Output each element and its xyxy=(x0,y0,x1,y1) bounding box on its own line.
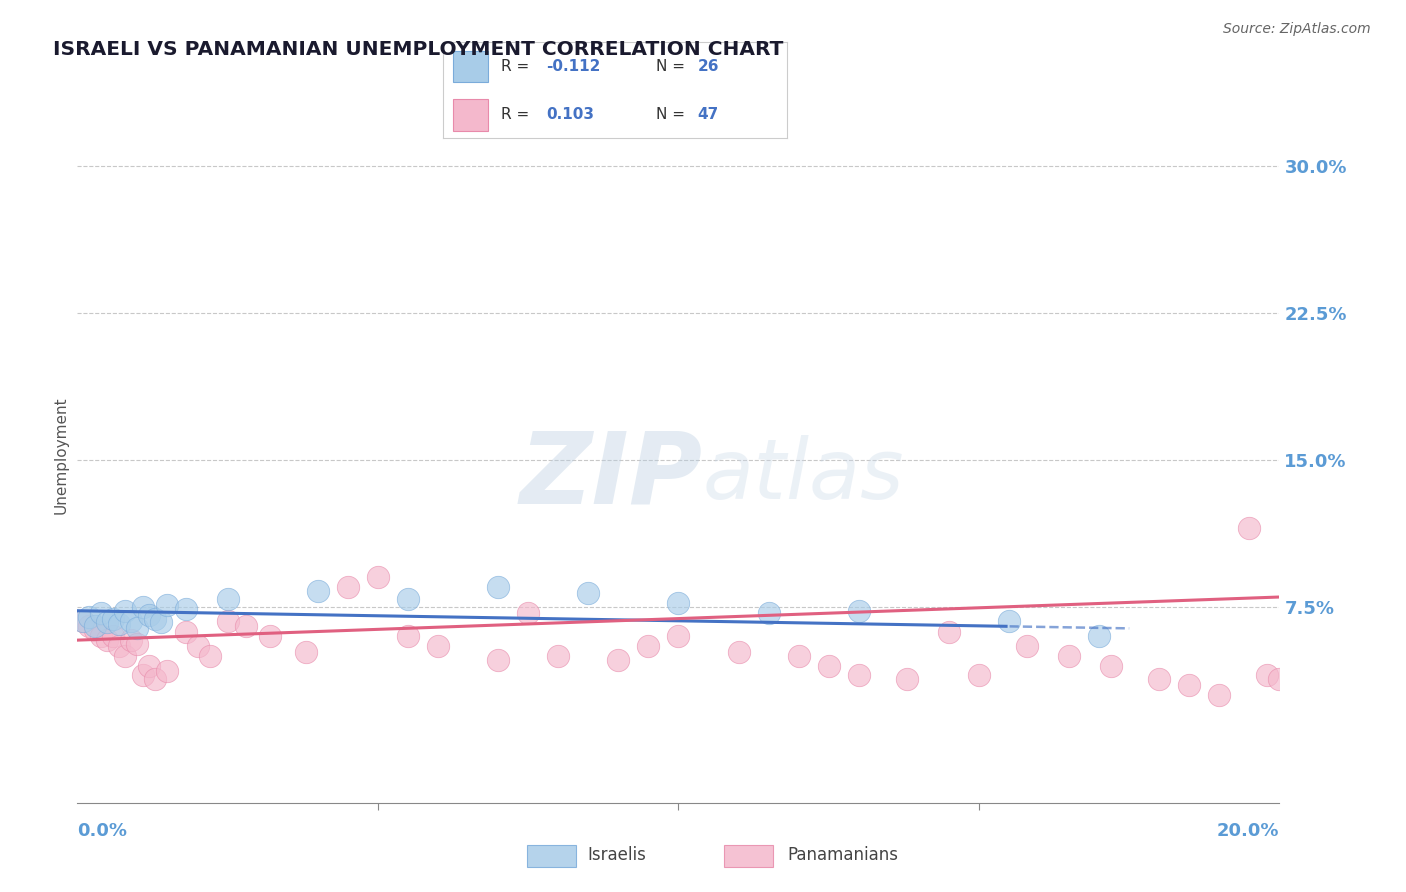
FancyBboxPatch shape xyxy=(453,99,488,130)
Point xyxy=(103,629,125,643)
Y-axis label: Unemployment: Unemployment xyxy=(53,396,69,514)
Point xyxy=(367,570,389,584)
Text: R =: R = xyxy=(502,107,534,121)
Text: 0.103: 0.103 xyxy=(546,107,595,121)
Point xyxy=(127,637,149,651)
Point xyxy=(114,604,136,618)
Point xyxy=(336,580,359,594)
Point xyxy=(668,629,690,643)
Point xyxy=(150,615,173,630)
Text: 26: 26 xyxy=(697,59,720,73)
Point xyxy=(174,601,197,615)
Text: 0.0%: 0.0% xyxy=(77,822,128,840)
Point xyxy=(120,633,142,648)
Point xyxy=(758,606,780,620)
Point xyxy=(576,586,599,600)
Point xyxy=(79,619,101,633)
Point xyxy=(896,673,918,687)
Point xyxy=(138,607,160,622)
Point xyxy=(1057,648,1080,663)
Text: 47: 47 xyxy=(697,107,718,121)
Point xyxy=(817,658,839,673)
Point xyxy=(198,648,221,663)
Point xyxy=(156,665,179,679)
Text: R =: R = xyxy=(502,59,534,73)
Point xyxy=(132,599,155,614)
Point xyxy=(138,658,160,673)
Text: -0.112: -0.112 xyxy=(546,59,600,73)
Text: ZIP: ZIP xyxy=(519,427,703,524)
Point xyxy=(294,645,316,659)
Point xyxy=(517,606,540,620)
Point xyxy=(84,619,107,633)
Point xyxy=(1149,673,1171,687)
Text: ISRAELI VS PANAMANIAN UNEMPLOYMENT CORRELATION CHART: ISRAELI VS PANAMANIAN UNEMPLOYMENT CORRE… xyxy=(53,40,783,59)
Point xyxy=(607,653,630,667)
FancyBboxPatch shape xyxy=(453,51,488,82)
Point xyxy=(145,673,167,687)
Point xyxy=(79,609,101,624)
Point xyxy=(727,645,749,659)
Text: 20.0%: 20.0% xyxy=(1218,822,1279,840)
Point xyxy=(1088,629,1111,643)
Point xyxy=(96,633,118,648)
Point xyxy=(108,617,131,632)
Point xyxy=(1178,678,1201,692)
Point xyxy=(103,611,125,625)
Text: Panamanians: Panamanians xyxy=(787,846,898,863)
Text: atlas: atlas xyxy=(703,435,904,516)
Point xyxy=(668,596,690,610)
Point xyxy=(1208,688,1230,702)
Text: N =: N = xyxy=(657,107,690,121)
Point xyxy=(132,668,155,682)
Point xyxy=(217,591,239,606)
Point xyxy=(145,611,167,625)
Point xyxy=(848,604,870,618)
Point xyxy=(90,606,112,620)
Point xyxy=(217,614,239,628)
Text: Source: ZipAtlas.com: Source: ZipAtlas.com xyxy=(1223,22,1371,37)
Point xyxy=(1268,673,1291,687)
Point xyxy=(396,591,419,606)
Point xyxy=(396,629,419,643)
Point xyxy=(127,621,149,635)
Point xyxy=(307,584,329,599)
Point xyxy=(156,598,179,612)
Point xyxy=(427,639,450,653)
Point xyxy=(84,624,107,638)
Point xyxy=(848,668,870,682)
Text: N =: N = xyxy=(657,59,690,73)
Point xyxy=(938,625,960,640)
Point xyxy=(235,619,257,633)
Point xyxy=(90,629,112,643)
Point xyxy=(486,653,509,667)
Point xyxy=(967,668,990,682)
Point xyxy=(1015,639,1038,653)
Point xyxy=(486,580,509,594)
Point xyxy=(1239,521,1261,535)
Point xyxy=(547,648,569,663)
Point xyxy=(108,639,131,653)
Point xyxy=(120,614,142,628)
Point xyxy=(787,648,810,663)
Point xyxy=(998,614,1021,628)
Point xyxy=(96,615,118,630)
Point xyxy=(637,639,659,653)
Point xyxy=(1256,668,1278,682)
Point xyxy=(72,614,94,628)
Point xyxy=(186,639,209,653)
Point xyxy=(174,625,197,640)
Text: Israelis: Israelis xyxy=(588,846,647,863)
Point xyxy=(114,648,136,663)
Point xyxy=(72,614,94,628)
Point xyxy=(1099,658,1122,673)
Point xyxy=(259,629,281,643)
